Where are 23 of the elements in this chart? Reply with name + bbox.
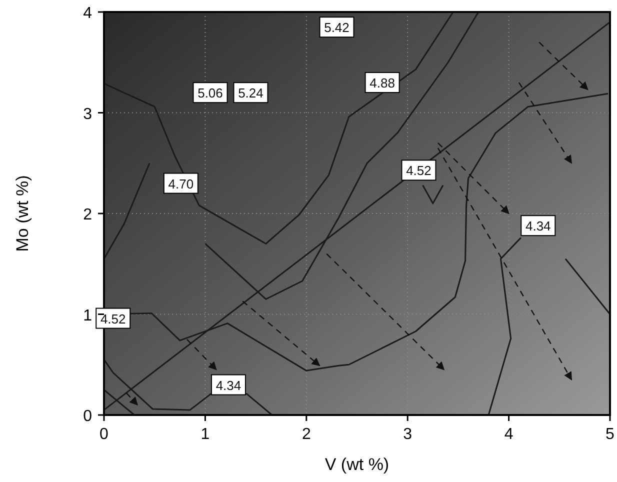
x-tick-label: 2 bbox=[302, 426, 311, 443]
x-tick-label: 0 bbox=[100, 426, 109, 443]
y-tick-label: 3 bbox=[83, 106, 92, 123]
y-tick-label: 2 bbox=[83, 206, 92, 224]
annotation: 5.42 bbox=[324, 20, 350, 36]
annotation: 5.24 bbox=[238, 86, 264, 101]
line-series bbox=[103, 11, 454, 244]
y-axis-title: Mo (wt %) bbox=[13, 175, 32, 252]
annotation: 4.70 bbox=[168, 176, 194, 192]
x-tick-label: 3 bbox=[403, 426, 412, 443]
annotation: 4.52 bbox=[406, 163, 432, 178]
annotation: 4.52 bbox=[100, 311, 126, 326]
annotation: 4.34 bbox=[216, 378, 242, 393]
y-tick-label: 0 bbox=[83, 408, 92, 425]
x-tick-label: 1 bbox=[200, 426, 210, 443]
x-axis-title: V (wt %) bbox=[324, 455, 390, 474]
y-tick-label: 1 bbox=[83, 307, 92, 324]
annotation: 5.06 bbox=[198, 86, 223, 101]
x-tick-label: 4 bbox=[504, 426, 514, 443]
y-tick-label: 4 bbox=[83, 5, 92, 22]
annotation: 4.88 bbox=[370, 76, 395, 91]
x-tick-label: 5 bbox=[606, 426, 615, 443]
annotation: 4.34 bbox=[525, 218, 551, 234]
